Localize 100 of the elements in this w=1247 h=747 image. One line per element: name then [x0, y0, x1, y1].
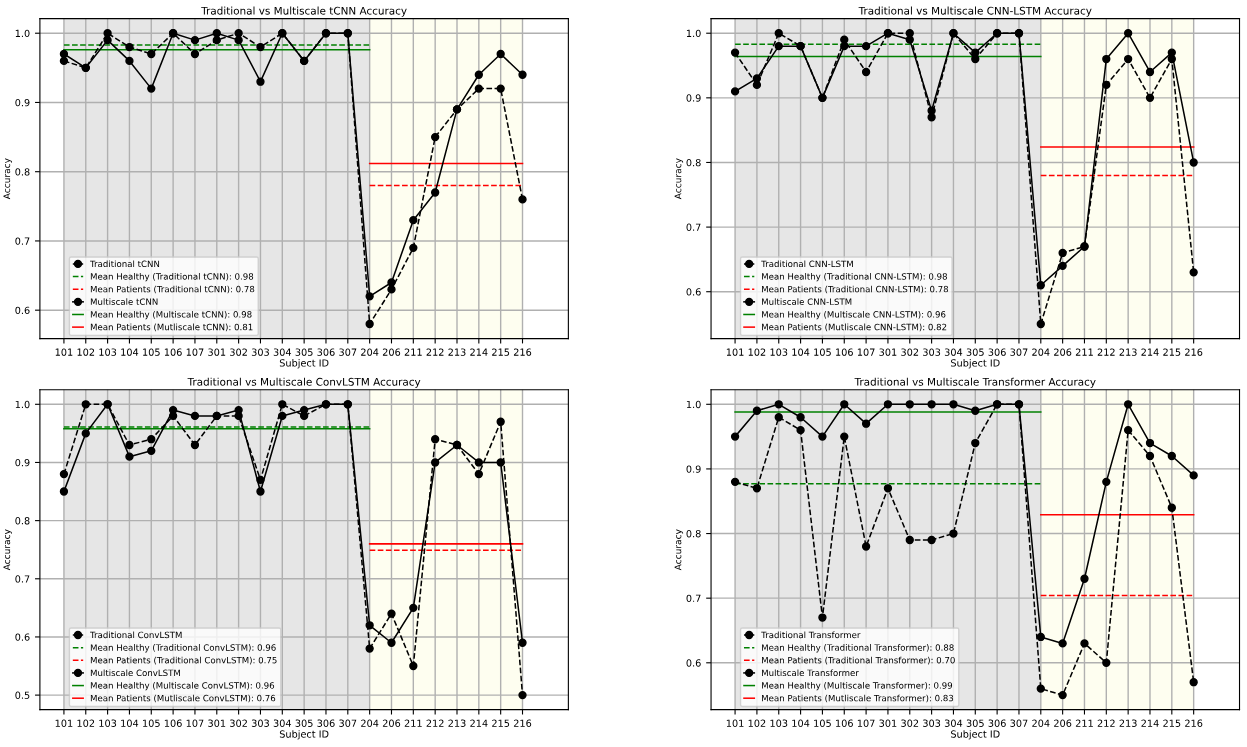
x-tick-label: 307 [339, 719, 357, 727]
x-tick-label: 216 [1185, 719, 1203, 727]
point [861, 41, 871, 51]
y-tick-label: 0.9 [686, 465, 701, 473]
point [278, 411, 287, 421]
x-tick-label: 215 [492, 719, 510, 727]
y-axis-title: Accuracy [674, 529, 684, 571]
point [496, 417, 505, 426]
point [409, 603, 418, 613]
x-tick-label: 101 [726, 719, 744, 727]
point [190, 440, 200, 450]
point [752, 406, 762, 415]
point [730, 48, 740, 57]
y-axis-title: Accuracy [674, 158, 684, 200]
x-tick-label: 306 [988, 719, 1006, 727]
x-tick-label: 214 [470, 348, 488, 356]
y-tick-label: 1.0 [15, 29, 30, 38]
y-tick-label: 1.0 [686, 29, 701, 38]
point [1145, 67, 1155, 77]
point [81, 400, 90, 409]
legend-label: Traditional Transformer [761, 631, 861, 639]
point [1058, 639, 1067, 648]
x-tick-label: 302 [901, 719, 919, 727]
x-tick-label: 107 [857, 719, 875, 727]
x-tick-label: 105 [143, 348, 160, 356]
point [730, 432, 740, 441]
x-tick-label: 105 [814, 719, 831, 727]
point [387, 638, 396, 647]
point [1123, 54, 1133, 64]
point [212, 35, 221, 45]
x-tick-label: 103 [99, 719, 117, 727]
x-tick-label: 103 [770, 719, 788, 727]
point [861, 542, 871, 551]
point [125, 56, 134, 66]
x-tick-label: 102 [77, 348, 95, 356]
point [256, 42, 265, 52]
y-tick-label: 0.9 [15, 458, 30, 467]
point [840, 400, 849, 409]
point [474, 458, 484, 467]
point [1123, 425, 1133, 435]
point [234, 29, 243, 38]
point [147, 84, 156, 93]
x-tick-label: 213 [1119, 719, 1137, 727]
point [234, 35, 243, 45]
point [125, 440, 134, 450]
point [387, 278, 396, 287]
y-tick-label: 0.9 [15, 98, 30, 107]
point [796, 413, 805, 422]
point [1080, 639, 1089, 648]
x-tick-label: 214 [1141, 348, 1159, 356]
x-tick-label: 302 [230, 348, 247, 356]
point [343, 29, 352, 38]
legend-label: Multiscale tCNN [90, 298, 158, 305]
point [1189, 471, 1198, 480]
x-tick-label: 305 [966, 348, 984, 356]
point [278, 400, 287, 409]
x-tick-label: 204 [361, 348, 379, 356]
x-tick-label: 215 [1163, 719, 1181, 727]
point [474, 70, 484, 79]
x-tick-label: 303 [251, 719, 269, 727]
x-tick-label: 212 [426, 719, 444, 727]
x-tick-label: 212 [1097, 348, 1115, 356]
point [409, 661, 418, 671]
x-tick-label: 301 [208, 348, 226, 356]
x-tick-label: 215 [492, 348, 510, 356]
chart-title: Traditional vs Multiscale ConvLSTM Accuracy [187, 377, 421, 388]
point [1102, 54, 1111, 64]
chart-title: Traditional vs Multiscale Transformer Accuracy [854, 377, 1096, 388]
x-tick-label: 105 [814, 348, 831, 356]
point [256, 487, 265, 496]
legend-label: Mean Patients (Traditional tCNN): 0.78 [90, 285, 255, 294]
point [409, 243, 418, 253]
legend-label: Mean Patients (Traditional ConvLSTM): 0.75 [90, 656, 277, 665]
x-tick-label: 304 [944, 348, 963, 356]
x-tick-label: 101 [55, 719, 73, 727]
point [971, 406, 980, 415]
legend-label: Mean Patients (Mutliscale ConvLSTM): 0.76 [90, 694, 276, 703]
legend-label: Multiscale CNN-LSTM [762, 298, 852, 305]
x-tick-label: 206 [382, 348, 401, 356]
x-tick-label: 306 [317, 348, 335, 356]
point [949, 400, 958, 409]
point [971, 48, 980, 57]
point [796, 425, 805, 435]
x-tick-label: 106 [164, 719, 182, 727]
x-tick-label: 102 [77, 719, 95, 727]
x-tick-label: 212 [1097, 719, 1115, 727]
y-tick-label: 0.7 [686, 594, 701, 602]
point [1145, 438, 1155, 448]
x-tick-label: 304 [944, 719, 963, 727]
point [883, 484, 893, 493]
point [971, 438, 980, 448]
x-tick-label: 303 [251, 348, 269, 356]
x-tick-label: 101 [55, 348, 73, 356]
point [730, 87, 740, 96]
x-tick-label: 105 [143, 719, 160, 727]
legend-label: Traditional CNN-LSTM [761, 260, 853, 268]
legend-label: Mean Healthy (Multiscale Transformer): 0.99 [762, 682, 953, 691]
point [927, 106, 936, 115]
point [518, 690, 527, 700]
point [1189, 158, 1198, 167]
